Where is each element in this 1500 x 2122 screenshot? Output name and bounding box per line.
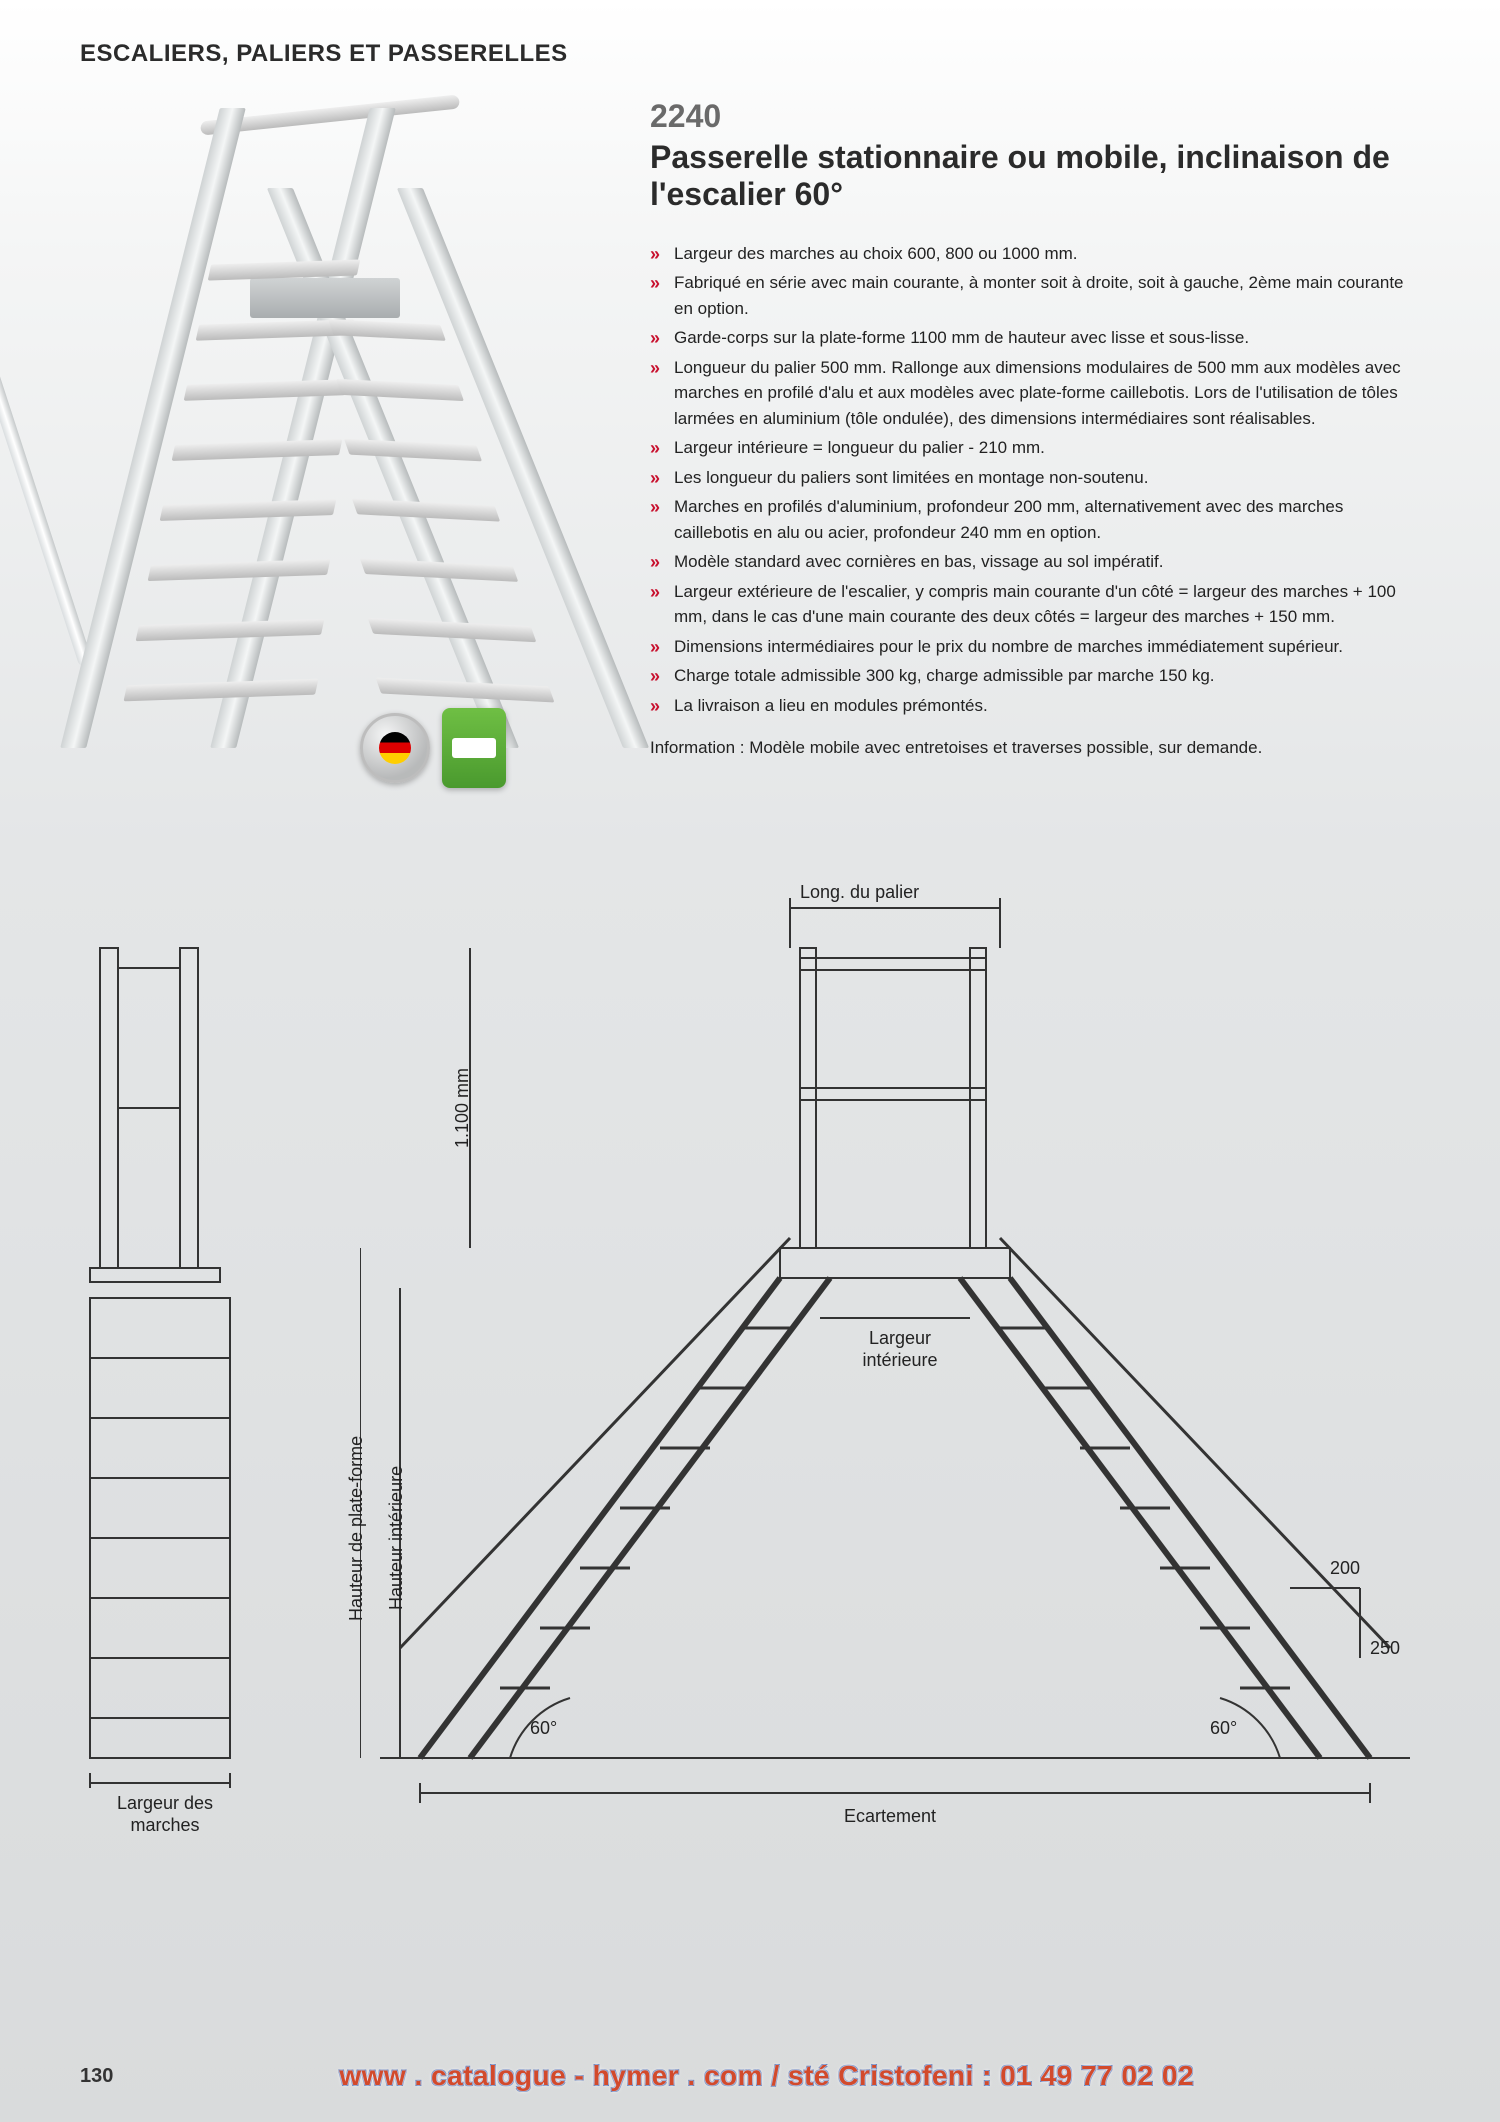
feature-item: Garde-corps sur la plate-forme 1100 mm d… [650,325,1420,351]
side-elevation-drawing [60,928,320,1788]
product-photo [80,88,620,788]
product-code: 2240 [650,98,1420,135]
label-long-palier: Long. du palier [800,882,1000,904]
dekra-icon [442,708,506,788]
label-step-depth: 200 [1330,1558,1360,1580]
product-description: 2240 Passerelle stationnaire ou mobile, … [650,88,1420,788]
feature-item: Largeur intérieure = longueur du palier … [650,435,1420,461]
label-angle-left: 60° [530,1718,557,1740]
footer-url: www . catalogue - hymer . com / sté Cris… [113,2060,1420,2092]
catalog-page: ESCALIERS, PALIERS ET PASSERELLES [0,0,1500,2122]
label-largeur-marches: Largeur des marches [90,1793,240,1836]
page-number: 130 [80,2065,113,2088]
made-in-germany-icon [360,713,430,783]
label-hauteur-plateforme: Hauteur de plate-forme [346,1368,368,1688]
product-title: Passerelle stationnaire ou mobile, incli… [650,139,1420,213]
product-info-note: Information : Modèle mobile avec entreto… [650,738,1420,758]
feature-item: La livraison a lieu en modules prémontés… [650,693,1420,719]
feature-item: Fabriqué en série avec main courante, à … [650,270,1420,321]
page-category: ESCALIERS, PALIERS ET PASSERELLES [0,0,1500,88]
label-height-guard: 1.100 mm [452,1008,474,1208]
feature-item: Dimensions intermédiaires pour le prix d… [650,634,1420,660]
feature-item: Modèle standard avec cornières en bas, v… [650,549,1420,575]
feature-item: Longueur du palier 500 mm. Rallonge aux … [650,355,1420,432]
feature-list: Largeur des marches au choix 600, 800 ou… [650,241,1420,719]
label-ecartement: Ecartement [360,1806,1420,1828]
label-angle-right: 60° [1210,1718,1237,1740]
label-riser: 250 [1370,1638,1400,1660]
label-largeur-interieure: Largeur intérieure [830,1328,970,1371]
page-footer: 130 www . catalogue - hymer . com / sté … [0,2060,1500,2092]
feature-item: Les longueur du paliers sont limitées en… [650,465,1420,491]
ladder-illustration [80,88,620,788]
top-section: 2240 Passerelle stationnaire ou mobile, … [0,88,1500,828]
feature-item: Largeur extérieure de l'escalier, y comp… [650,579,1420,630]
label-hauteur-interieure: Hauteur intérieure [386,1388,408,1688]
certification-badges [360,708,506,788]
feature-item: Charge totale admissible 300 kg, charge … [650,663,1420,689]
technical-drawings: Largeur des marches [60,888,1440,1848]
feature-item: Largeur des marches au choix 600, 800 ou… [650,241,1420,267]
feature-item: Marches en profilés d'aluminium, profond… [650,494,1420,545]
